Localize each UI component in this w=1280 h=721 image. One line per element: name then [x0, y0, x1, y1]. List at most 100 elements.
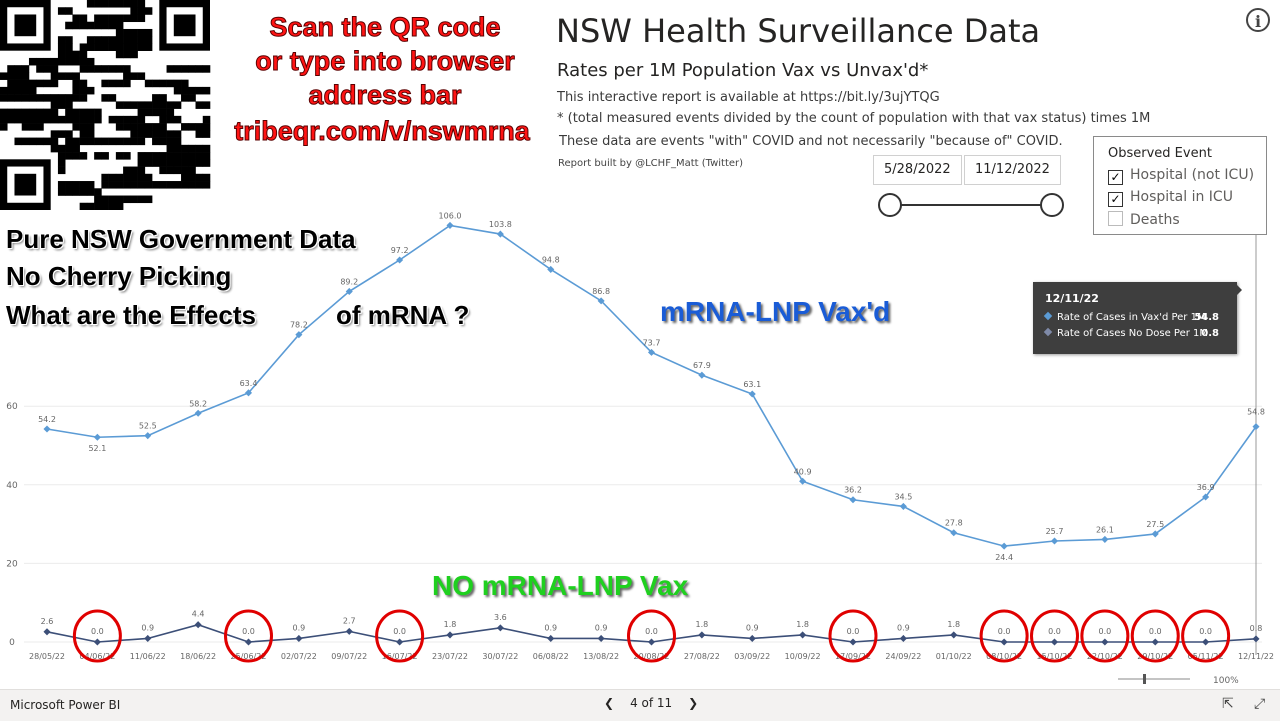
- x-tick-label: 03/09/22: [734, 652, 770, 661]
- filter-item-hospital-not-icu[interactable]: ✓ Hospital (not ICU): [1108, 167, 1254, 185]
- end-date-input[interactable]: 11/12/2022: [964, 155, 1061, 185]
- data-label: 4.4: [192, 610, 205, 619]
- share-icon[interactable]: ⇱: [1222, 696, 1234, 712]
- annotation-vaxd: mRNA-LNP Vax'd: [660, 296, 891, 327]
- data-label: 27.8: [945, 519, 963, 528]
- data-label: 36.9: [1197, 483, 1215, 492]
- filter-item-deaths[interactable]: Deaths: [1108, 211, 1180, 228]
- y-tick-label: 20: [6, 559, 18, 569]
- data-point: [295, 331, 303, 339]
- data-label: 26.1: [1096, 525, 1114, 534]
- page-navigator: ❮ 4 of 11 ❯: [596, 696, 706, 710]
- checkbox-checked-icon[interactable]: ✓: [1108, 192, 1123, 207]
- data-point: [1101, 638, 1109, 646]
- report-title: NSW Health Surveillance Data: [556, 12, 1041, 50]
- page-indicator: 4 of 11: [630, 696, 673, 710]
- fullscreen-icon[interactable]: ⤢: [1254, 696, 1266, 712]
- x-tick-label: 29/10/22: [1137, 652, 1173, 661]
- highlight-circle: [1181, 609, 1231, 663]
- data-point: [43, 628, 51, 636]
- data-label: 36.2: [844, 486, 862, 495]
- data-label: 27.5: [1146, 520, 1164, 529]
- highlight-circle: [72, 609, 122, 663]
- data-point: [295, 634, 303, 642]
- data-label: 94.8: [542, 255, 560, 264]
- diamond-icon: [1043, 311, 1053, 321]
- data-point: [698, 631, 706, 639]
- data-label: 78.2: [290, 321, 308, 330]
- tooltip-row-vaxd: Rate of Cases in Vax'd Per 1M 54.8: [1043, 311, 1227, 323]
- claim-line-1: Pure NSW Government Data: [6, 224, 356, 254]
- data-point: [799, 477, 807, 485]
- data-point: [547, 265, 555, 273]
- x-tick-label: 08/10/22: [986, 652, 1022, 661]
- y-tick-label: 60: [6, 402, 18, 412]
- data-point: [496, 230, 504, 238]
- claim-line-2: No Cherry Picking: [6, 261, 232, 291]
- data-point: [496, 624, 504, 632]
- data-point: [194, 409, 202, 417]
- info-icon[interactable]: i: [1246, 8, 1270, 32]
- x-tick-label: 04/06/22: [79, 652, 115, 661]
- data-point: [799, 631, 807, 639]
- data-label: 0.9: [544, 623, 557, 632]
- line-chart: 0 20 40 60 28/05/22 04/06/22 11/06/22 18/06/22 2…: [6, 186, 1274, 684]
- data-label: 86.8: [592, 287, 610, 296]
- checkbox-unchecked-icon[interactable]: [1108, 211, 1123, 226]
- data-point: [244, 389, 253, 397]
- filter-title: Observed Event: [1108, 146, 1212, 161]
- data-point: [647, 638, 656, 646]
- data-point: [144, 432, 152, 440]
- date-slider-end-handle[interactable]: [1040, 193, 1064, 217]
- data-label: 52.5: [139, 422, 157, 431]
- highlight-circle: [375, 609, 425, 663]
- data-point: [1252, 635, 1260, 643]
- data-label: 1.8: [796, 620, 809, 629]
- filter-item-hospital-icu[interactable]: ✓ Hospital in ICU: [1108, 189, 1233, 207]
- report-link-note[interactable]: This interactive report is available at …: [557, 90, 940, 105]
- data-label: 0.9: [293, 623, 306, 632]
- date-slider-track[interactable]: [890, 204, 1052, 206]
- x-tick-label: 05/11/22: [1188, 652, 1224, 661]
- data-label: 0.0: [998, 627, 1011, 636]
- method-note: * (total measured events divided by the …: [557, 111, 1151, 126]
- data-label: 0.0: [242, 627, 255, 636]
- data-point: [345, 287, 353, 295]
- data-label: 54.8: [1247, 408, 1265, 417]
- data-point: [849, 496, 857, 504]
- data-label: 63.4: [240, 379, 258, 388]
- data-label: 0.9: [595, 623, 608, 632]
- x-tick-label: 24/09/22: [885, 652, 921, 661]
- x-tick-label: 18/06/22: [180, 652, 216, 661]
- data-point: [849, 638, 857, 646]
- diamond-icon: [1043, 327, 1053, 337]
- x-tick-label: 16/07/22: [382, 652, 418, 661]
- date-slider-start-handle[interactable]: [878, 193, 902, 217]
- data-point: [1050, 537, 1059, 545]
- x-tick-label: 06/08/22: [533, 652, 569, 661]
- x-tick-label: 22/10/22: [1087, 652, 1123, 661]
- highlight-circle: [224, 609, 273, 663]
- data-label: 0.0: [393, 627, 406, 636]
- report-credit: Report built by @LCHF_Matt (Twitter): [558, 158, 744, 169]
- data-point: [547, 634, 555, 642]
- data-point: [1000, 542, 1008, 550]
- x-tick-label: 17/09/22: [835, 652, 871, 661]
- tooltip-date: 12/11/22: [1045, 292, 1099, 305]
- checkbox-checked-icon[interactable]: ✓: [1108, 170, 1123, 185]
- next-page-icon[interactable]: ❯: [688, 696, 699, 710]
- data-point: [950, 631, 958, 639]
- promo-url: tribeqr.com/v/nswmrna: [234, 116, 531, 147]
- disclaimer-note: These data are events "with" COVID and n…: [559, 134, 1063, 149]
- data-label: 0.9: [746, 623, 759, 632]
- data-label: 24.4: [995, 553, 1013, 562]
- prev-page-icon[interactable]: ❮: [604, 696, 615, 710]
- app-name: Microsoft Power BI: [10, 698, 121, 712]
- start-date-input[interactable]: 5/28/2022: [873, 155, 962, 185]
- data-label: 25.7: [1046, 527, 1064, 536]
- x-tick-label: 15/10/22: [1037, 652, 1073, 661]
- data-point: [597, 634, 605, 642]
- tooltip-row-nodose: Rate of Cases No Dose Per 1M 0.8: [1043, 327, 1227, 339]
- x-tick-label: 28/05/22: [29, 652, 65, 661]
- x-tick-label: 02/07/22: [281, 652, 317, 661]
